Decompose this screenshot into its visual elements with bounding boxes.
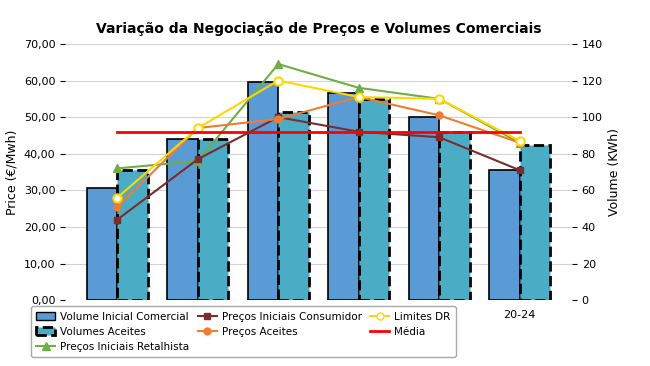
Y-axis label: Price (€/Mwh): Price (€/Mwh) <box>5 129 18 215</box>
Bar <box>328 93 359 300</box>
Bar <box>86 188 117 300</box>
Title: Variação da Negociação de Preços e Volumes Comerciais: Variação da Negociação de Preços e Volum… <box>96 22 541 36</box>
Bar <box>278 112 309 300</box>
X-axis label: Time Period (h): Time Period (h) <box>264 325 373 339</box>
Bar <box>167 139 198 300</box>
Bar <box>489 170 520 300</box>
Y-axis label: Volume (KWh): Volume (KWh) <box>608 128 621 216</box>
Bar <box>439 132 470 300</box>
Bar <box>520 145 551 300</box>
Bar <box>117 170 148 300</box>
Legend: Volume Inicial Comercial, Volumes Aceites, Preços Iniciais Retalhista, Preços In: Volume Inicial Comercial, Volumes Aceite… <box>31 306 456 357</box>
Bar <box>198 139 228 300</box>
Bar <box>359 99 389 300</box>
Bar <box>409 117 439 300</box>
Bar <box>248 82 278 300</box>
